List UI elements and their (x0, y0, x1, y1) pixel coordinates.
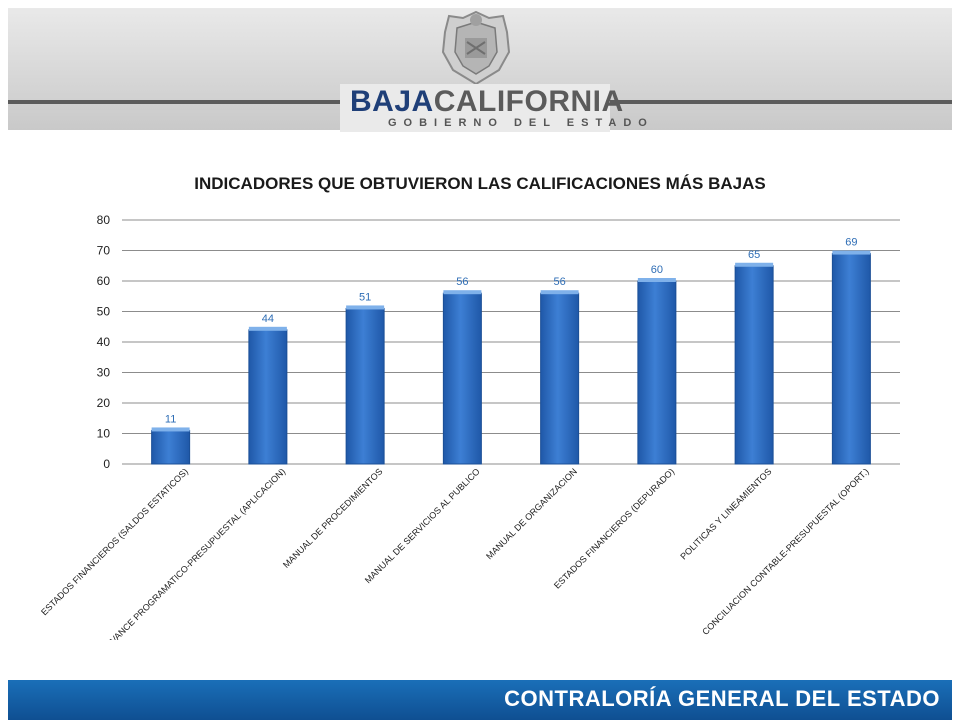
bar (540, 292, 580, 465)
data-label: 44 (262, 313, 274, 325)
bar (442, 292, 482, 465)
state-crest-icon (441, 10, 511, 86)
logo-baja-text: BAJA (350, 85, 434, 118)
data-label: 11 (165, 413, 176, 425)
x-tick-label: ESTADOS FINANCIEROS (SALDOS ESTATICOS) (39, 466, 190, 617)
data-label: 60 (651, 264, 663, 276)
data-label: 65 (748, 249, 760, 261)
y-tick-label: 50 (97, 305, 111, 319)
bar-top (735, 262, 774, 267)
bar-top (540, 290, 579, 295)
chart-title: INDICADORES QUE OBTUVIERON LAS CALIFICAC… (194, 174, 766, 193)
y-tick-label: 0 (103, 457, 110, 471)
y-tick-label: 40 (97, 335, 111, 349)
data-label: 51 (359, 291, 371, 303)
bar-top (637, 278, 676, 282)
footer-banner (8, 680, 952, 720)
header-spacer (0, 130, 960, 160)
x-tick-label: CONCILIACION CONTABLE-PRESUPUESTAL (OPOR… (700, 466, 871, 637)
data-labels: 11 44 51 56 56 60 65 69 (165, 237, 858, 426)
baja-california-logo: BAJACALIFORNIA (350, 86, 624, 118)
bar (734, 265, 774, 465)
data-label: 69 (845, 237, 857, 249)
grid-layer (122, 219, 900, 465)
bar-top (151, 427, 190, 432)
bar-chart: 0 10 20 30 40 50 60 70 80 11 44 51 56 56 60 65 69 ESTAD… (39, 213, 900, 640)
data-label: 56 (456, 276, 468, 288)
bar (248, 329, 288, 465)
x-tick-label: MANUAL DE ORGANIZACION (484, 466, 579, 561)
y-axis-ticks: 0 10 20 30 40 50 60 70 80 (97, 213, 111, 471)
bar (151, 429, 191, 465)
bar (637, 280, 677, 465)
y-tick-label: 60 (97, 274, 111, 288)
logo-subtitle: GOBIERNO DEL ESTADO (388, 117, 654, 129)
bar (831, 253, 871, 465)
logo-background (340, 84, 610, 132)
x-tick-label: POLITICAS Y LINEAMIENTOS (678, 466, 773, 561)
x-tick-label: AVANCE PROGRAMATICO-PRESUPUESTAL (APLICA… (104, 466, 287, 640)
bar-top (443, 290, 482, 295)
x-axis-labels: ESTADOS FINANCIEROS (SALDOS ESTATICOS)AV… (39, 466, 871, 640)
x-tick-label: MANUAL DE PROCEDIMIENTOS (281, 466, 385, 570)
logo-california-text: CALIFORNIA (433, 85, 624, 118)
bars (151, 250, 871, 465)
y-tick-label: 10 (97, 427, 111, 441)
y-tick-label: 30 (97, 366, 111, 380)
bar (345, 307, 385, 465)
x-tick-label: MANUAL DE SERVICIOS AL PUBLICO (363, 466, 482, 585)
x-tick-label: ESTADOS FINANCIEROS (DEPURADO) (552, 466, 676, 590)
y-tick-label: 20 (97, 396, 111, 410)
bar-top (248, 326, 287, 331)
bar-top (346, 305, 385, 310)
y-tick-label: 70 (97, 244, 111, 258)
bar-top (832, 250, 871, 255)
data-label: 56 (554, 276, 566, 288)
y-tick-label: 80 (97, 213, 111, 227)
footer-title: CONTRALORÍA GENERAL DEL ESTADO (504, 686, 940, 711)
